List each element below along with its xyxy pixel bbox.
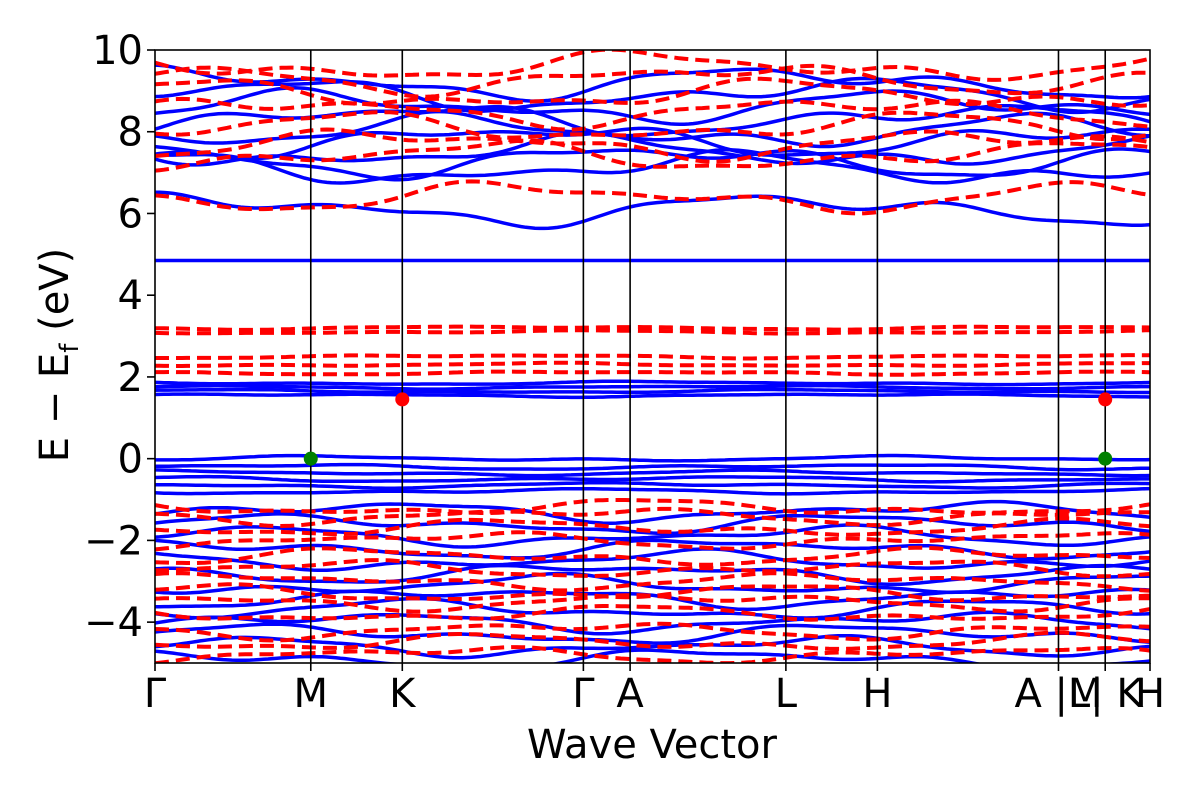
band-line-solid xyxy=(155,190,1150,231)
y-axis-label: E − Ef (eV) xyxy=(32,248,85,463)
band-line-solid xyxy=(155,109,1150,149)
vbm-marker xyxy=(1098,451,1113,466)
y-axis-label-unit: (eV) xyxy=(32,248,78,344)
y-tick-label: 6 xyxy=(118,191,143,237)
band-line-dashed xyxy=(155,324,1150,332)
plot-frame xyxy=(154,49,1151,664)
y-axis-label-main: E − E xyxy=(32,353,78,463)
x-tick-label: Γ xyxy=(572,671,595,717)
band-line-solid xyxy=(155,147,1150,182)
band-line-solid xyxy=(155,453,1150,463)
y-tick-label: 8 xyxy=(118,110,143,156)
band-line-solid xyxy=(155,622,1150,645)
band-line-dashed xyxy=(155,530,1150,552)
band-line-solid xyxy=(155,596,1150,620)
band-line-solid xyxy=(155,86,1150,127)
band-line-solid xyxy=(155,462,1150,472)
y-tick-label: −2 xyxy=(84,518,143,564)
band-line-solid xyxy=(155,610,1150,636)
band-line-solid xyxy=(155,563,1150,587)
band-line-solid xyxy=(155,571,1150,595)
band-edge-markers xyxy=(303,392,1113,466)
band-line-solid xyxy=(155,130,1150,167)
x-tick-label: M xyxy=(294,671,329,717)
band-line-solid xyxy=(155,468,1150,478)
band-line-dashed xyxy=(155,630,1150,651)
band-line-solid xyxy=(155,480,1150,490)
band-line-solid xyxy=(155,76,1150,115)
band-line-dashed xyxy=(155,76,1150,108)
band-line-solid xyxy=(155,512,1150,536)
band-line-solid xyxy=(155,587,1150,612)
y-tick-label: 2 xyxy=(118,355,143,401)
x-tick-label: H xyxy=(862,671,892,717)
cbm-marker xyxy=(1098,392,1113,407)
band-line-dashed xyxy=(155,353,1150,361)
band-line-dashed xyxy=(155,621,1150,643)
k-point-lines xyxy=(309,50,1107,663)
cbm-marker xyxy=(395,392,410,407)
x-tick-label: A xyxy=(616,671,644,717)
y-tick-label: −4 xyxy=(84,600,143,646)
x-tick-label: A |M xyxy=(1014,671,1102,717)
band-line-solid xyxy=(155,392,1150,400)
y-tick-label: 10 xyxy=(92,28,143,74)
bands-layer xyxy=(155,50,1150,663)
band-line-dashed xyxy=(155,604,1150,622)
y-tick-label: 4 xyxy=(118,273,143,319)
band-line-dashed xyxy=(155,360,1150,368)
x-axis-label: Wave Vector xyxy=(527,722,778,768)
x-tick-label: L| K xyxy=(1068,671,1144,717)
y-tick-label: 0 xyxy=(118,437,143,483)
plot-area xyxy=(154,49,1151,664)
x-tick-label: H xyxy=(1135,671,1165,717)
y-axis-label-subscript: f xyxy=(55,343,85,353)
band-line-solid xyxy=(155,648,1150,663)
x-tick-label: Γ xyxy=(144,671,167,717)
band-line-dashed xyxy=(155,369,1150,377)
band-line-dashed xyxy=(155,96,1150,132)
x-tick-label: L xyxy=(775,671,798,717)
band-line-solid xyxy=(155,387,1150,395)
band-line-solid xyxy=(155,379,1150,387)
band-line-dashed xyxy=(155,571,1150,593)
band-line-solid xyxy=(155,486,1150,496)
band-line-solid xyxy=(155,499,1150,525)
band-line-dashed xyxy=(155,127,1150,164)
band-line-solid xyxy=(155,474,1150,484)
band-line-solid xyxy=(155,383,1150,391)
band-line-dashed xyxy=(155,593,1150,614)
band-line-dashed xyxy=(155,516,1150,537)
vbm-marker xyxy=(303,451,318,466)
band-line-dashed xyxy=(155,645,1150,663)
y-axis: −4 −2 0 2 4 6 8 10 xyxy=(84,28,155,646)
band-line-solid xyxy=(155,126,1150,161)
band-line-dashed xyxy=(155,179,1150,216)
band-line-dashed xyxy=(155,328,1150,336)
band-line-dashed xyxy=(155,558,1150,579)
band-line-dashed xyxy=(155,506,1150,528)
band-line-solid xyxy=(155,523,1150,549)
band-line-dashed xyxy=(155,582,1150,603)
band-line-solid xyxy=(155,63,1150,103)
band-line-dashed xyxy=(155,545,1150,567)
x-tick-label: K xyxy=(389,671,417,717)
